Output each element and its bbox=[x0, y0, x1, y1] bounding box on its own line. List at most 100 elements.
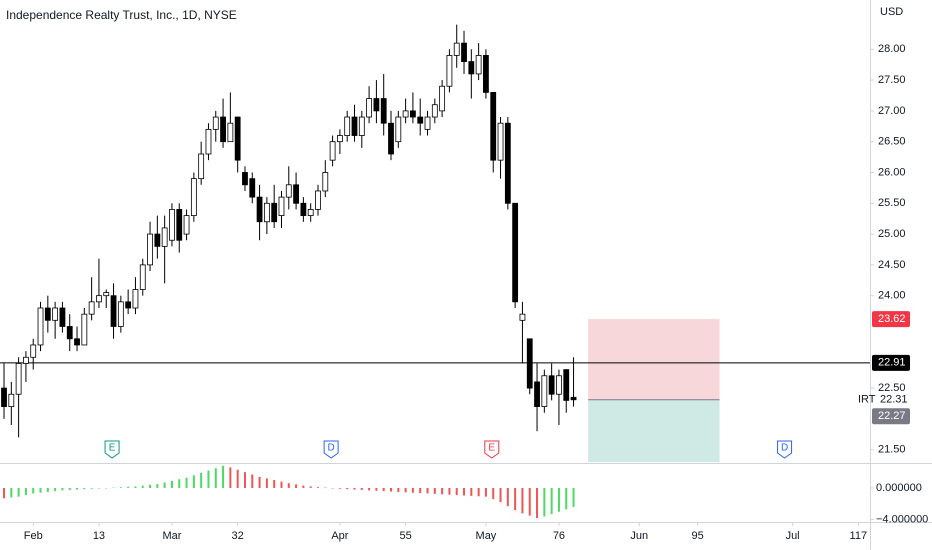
histogram-bar bbox=[528, 487, 531, 516]
event-label: D bbox=[328, 443, 335, 454]
histogram-bar bbox=[426, 487, 429, 494]
histogram-bar bbox=[419, 487, 422, 494]
candle-body bbox=[263, 202, 270, 223]
candle-body bbox=[15, 363, 22, 395]
candle-body bbox=[329, 141, 336, 161]
histogram-bar bbox=[222, 465, 225, 488]
histogram-bar bbox=[382, 487, 385, 492]
candle-body bbox=[147, 233, 153, 266]
candle-body bbox=[446, 55, 453, 87]
event-marker bbox=[484, 440, 500, 459]
histogram-bar bbox=[390, 487, 393, 492]
candle-body bbox=[242, 172, 248, 186]
histogram-bar bbox=[309, 486, 312, 488]
event-label: E bbox=[109, 443, 116, 454]
candle-body bbox=[278, 196, 285, 216]
x-tick-label: 55 bbox=[399, 530, 411, 542]
histogram-bar bbox=[550, 487, 553, 515]
histogram-bar bbox=[76, 487, 79, 490]
histogram-bar bbox=[105, 487, 108, 489]
histogram-bar bbox=[112, 487, 115, 489]
candle-body bbox=[417, 116, 424, 124]
candle-body bbox=[431, 104, 438, 118]
candle-body bbox=[139, 264, 146, 290]
histogram-bar bbox=[448, 487, 451, 495]
last-price-label: 22.31 bbox=[880, 394, 908, 406]
chart-title: Independence Realty Trust, Inc., 1D, NYS… bbox=[6, 8, 237, 22]
candle-body bbox=[483, 55, 489, 93]
histogram-bar bbox=[170, 480, 173, 488]
x-tick-label: 76 bbox=[553, 530, 565, 542]
histogram-bar bbox=[316, 487, 319, 488]
histogram-bar bbox=[141, 485, 144, 488]
histogram-bar bbox=[127, 486, 130, 488]
histogram-bar bbox=[397, 487, 400, 492]
y-tick-label: 28.00 bbox=[878, 43, 906, 55]
histogram-bar bbox=[97, 487, 100, 489]
histogram-bar bbox=[200, 472, 203, 488]
candle-body bbox=[88, 301, 95, 315]
candle-body bbox=[563, 369, 570, 401]
candle-body bbox=[44, 307, 51, 321]
candle-body bbox=[300, 202, 307, 216]
histogram-bar bbox=[492, 487, 495, 500]
candle-body bbox=[315, 190, 321, 210]
histogram-bar bbox=[338, 487, 341, 489]
histogram-bar bbox=[353, 487, 356, 490]
candle-body bbox=[285, 184, 292, 198]
y-tick-label: 25.00 bbox=[878, 228, 906, 240]
candle-body bbox=[103, 292, 110, 297]
stop-zone bbox=[588, 319, 720, 400]
candle-body bbox=[59, 307, 66, 327]
histogram-bar bbox=[368, 487, 371, 491]
candle-body bbox=[344, 116, 351, 136]
x-tick-label: Apr bbox=[331, 530, 348, 542]
candle-body bbox=[504, 122, 511, 204]
histogram-bar bbox=[499, 487, 502, 503]
histogram-bar bbox=[163, 482, 166, 488]
candle-body bbox=[8, 393, 15, 407]
histogram-bar bbox=[411, 487, 414, 493]
histogram-bar bbox=[178, 479, 181, 488]
histogram-bar bbox=[149, 484, 152, 488]
candle-body bbox=[373, 98, 380, 112]
candle-body bbox=[81, 313, 88, 346]
histogram-bar bbox=[3, 487, 6, 499]
histogram-bar bbox=[39, 487, 42, 493]
y-tick-label: −4.000000 bbox=[876, 514, 928, 526]
y-tick-label: 24.00 bbox=[878, 290, 906, 302]
x-tick-label: 32 bbox=[232, 530, 244, 542]
candle-body bbox=[271, 202, 278, 223]
histogram-bar bbox=[83, 487, 86, 490]
histogram-bar bbox=[455, 487, 458, 496]
candle-body bbox=[468, 61, 475, 75]
histogram-bar bbox=[192, 475, 195, 488]
histogram-bar bbox=[24, 487, 27, 496]
histogram-bar bbox=[273, 480, 276, 488]
candle-body bbox=[453, 42, 460, 56]
x-tick-label: Mar bbox=[162, 530, 181, 542]
candle-body bbox=[541, 375, 548, 407]
histogram-bar bbox=[433, 487, 436, 494]
stop-tag-bg bbox=[872, 311, 910, 328]
x-tick-label: Jun bbox=[630, 530, 648, 542]
price-line-tag: 22.91 bbox=[878, 357, 906, 369]
symbol-label: IRT bbox=[858, 394, 876, 406]
stop-tag: 23.62 bbox=[878, 313, 906, 325]
histogram-bar bbox=[331, 487, 334, 489]
candle-body bbox=[161, 227, 168, 247]
histogram-bar bbox=[346, 487, 349, 490]
candle-body bbox=[366, 98, 373, 118]
y-tick-label: 26.00 bbox=[878, 166, 906, 178]
candle-body bbox=[256, 196, 263, 223]
candle-body bbox=[402, 110, 409, 118]
candle-body bbox=[548, 375, 555, 395]
histogram-bar bbox=[32, 487, 35, 494]
candle-body bbox=[132, 289, 139, 309]
candle-body bbox=[424, 116, 431, 130]
y-tick-label: 26.50 bbox=[878, 136, 906, 148]
candle-body bbox=[176, 209, 183, 241]
histogram-bar bbox=[572, 487, 575, 507]
histogram-bar bbox=[375, 487, 378, 491]
